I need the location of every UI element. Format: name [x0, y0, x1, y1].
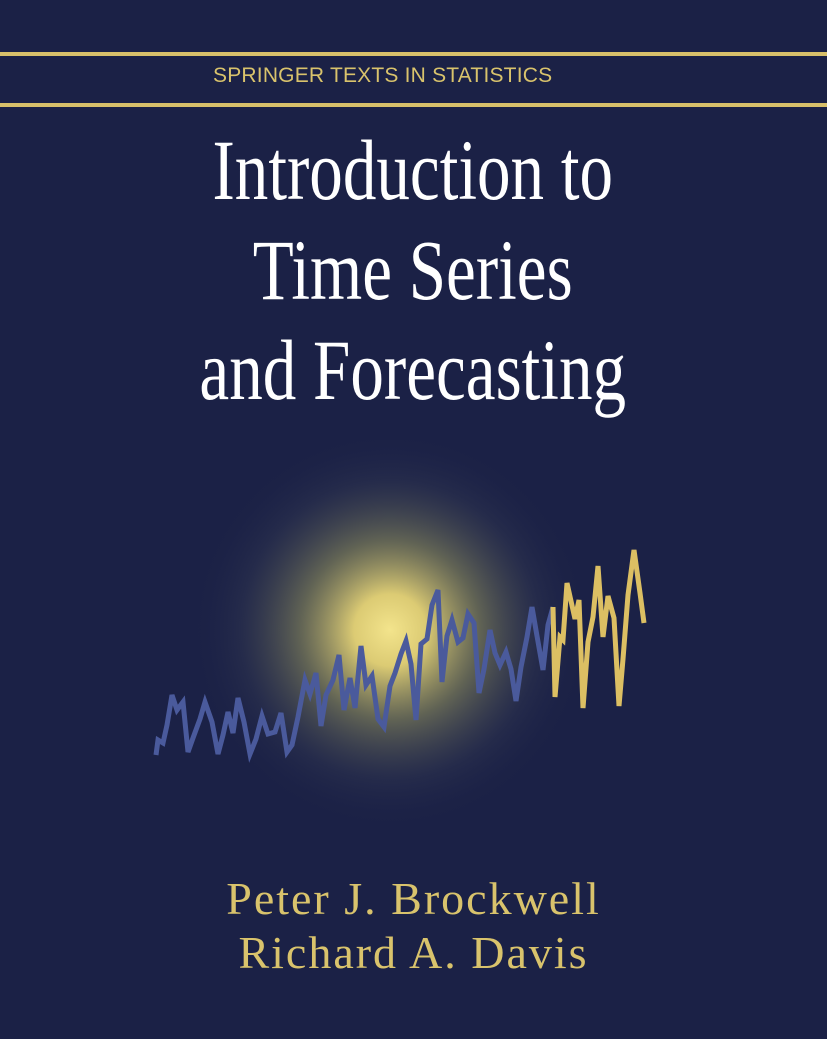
time-series-illustration [153, 440, 647, 830]
title-line-2: Time Series [252, 222, 573, 318]
gold-forecast-line [550, 549, 647, 709]
bottom-gold-rule [0, 103, 827, 107]
book-title: Introduction to Time Series and Forecast… [90, 120, 735, 420]
author-2: Richard A. Davis [238, 927, 589, 978]
title-line-3: and Forecasting [199, 322, 627, 418]
series-name: SPRINGER TEXTS IN STATISTICS [213, 64, 553, 87]
blue-series-line [153, 589, 556, 763]
yellow-glow [190, 440, 590, 830]
top-gold-rule [0, 52, 827, 56]
title-line-1: Introduction to [212, 122, 614, 218]
authors: Peter J. Brockwell Richard A. Davis [0, 872, 827, 980]
author-1: Peter J. Brockwell [226, 873, 601, 924]
